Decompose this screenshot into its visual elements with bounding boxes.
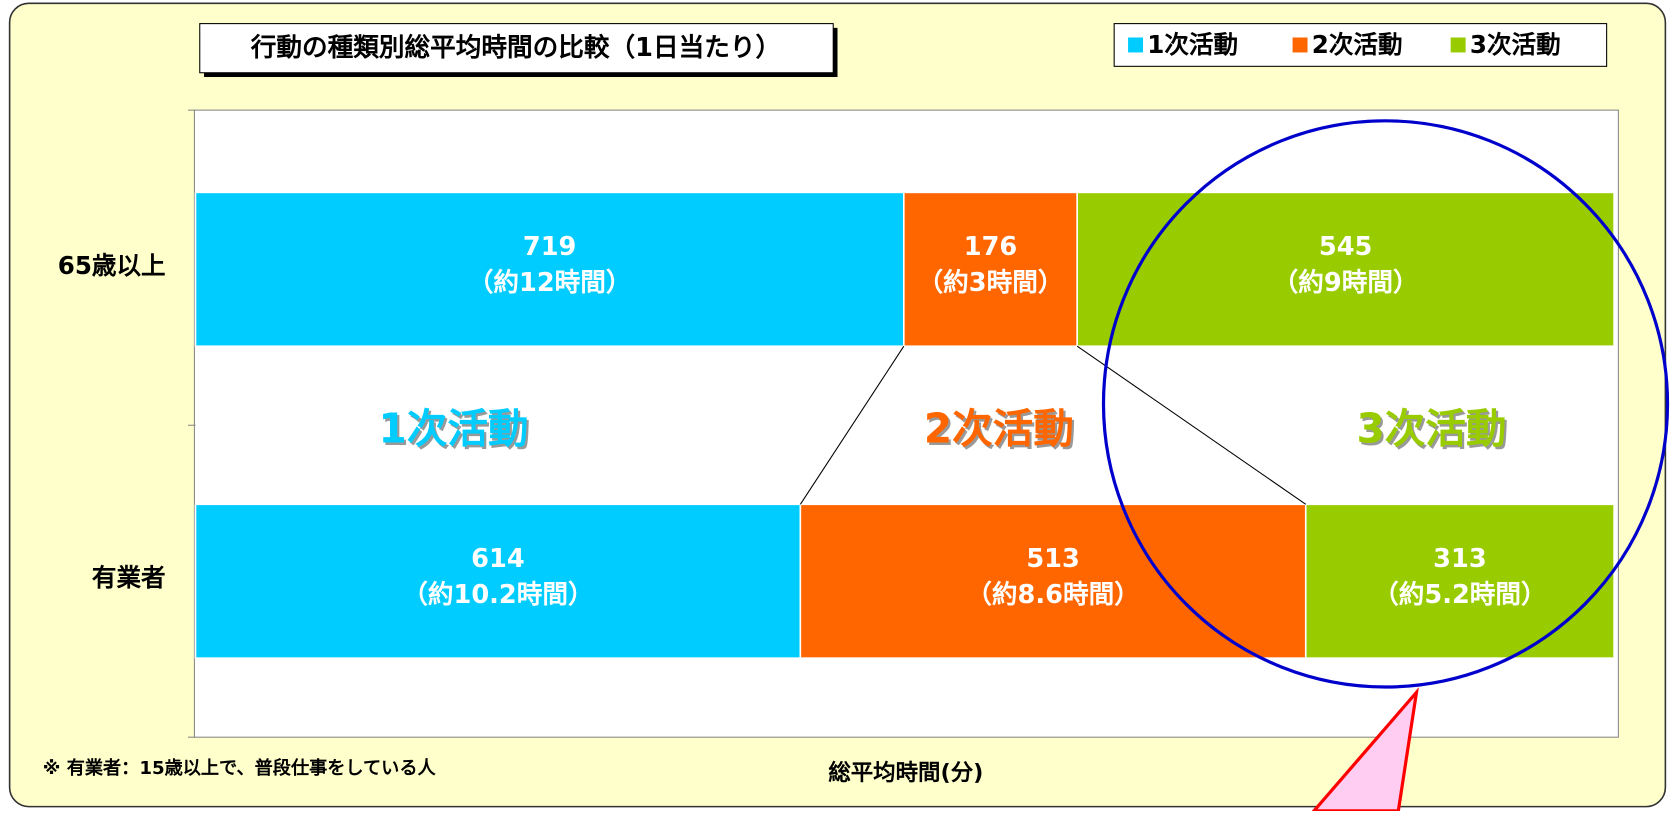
hour-label: （約10.2時間） <box>402 579 593 610</box>
chart-title: 行動の種類別総平均時間の比較（1日当たり） <box>250 32 781 63</box>
series-label: 1次活動 <box>379 405 529 453</box>
series-label: 2次活動 <box>926 407 1076 455</box>
hour-label: （約5.2時間） <box>1373 579 1547 610</box>
legend-box <box>1113 23 1608 67</box>
hour-label: （約9時間） <box>1273 267 1419 298</box>
y-tick-label: 有業者 <box>92 563 166 592</box>
data-label: 313 <box>1433 544 1487 574</box>
bar-segment <box>1304 503 1615 659</box>
data-label: 513 <box>1026 544 1080 574</box>
bar-segment <box>903 191 1079 348</box>
series-label: 3次活動 <box>1356 405 1506 453</box>
x-axis-label: 総平均時間(分) <box>828 759 983 786</box>
data-label: 545 <box>1319 232 1373 262</box>
series-label: 3次活動 <box>1359 407 1509 455</box>
title-box <box>199 23 834 74</box>
connector <box>799 345 905 505</box>
legend-swatch <box>1450 37 1466 53</box>
data-label: 719 <box>523 232 577 262</box>
series-label: 1次活動 <box>381 407 531 455</box>
series-label: 2次活動 <box>924 405 1074 453</box>
note: ※ 有業者：15歳以上で、普段仕事をしている人 <box>43 757 437 779</box>
y-tick-label: 65歳以上 <box>58 251 166 280</box>
hour-label: （約12時間） <box>468 267 632 298</box>
legend-label: 1次活動 <box>1147 30 1238 59</box>
legend-swatch <box>1128 37 1144 53</box>
legend-swatch <box>1292 37 1308 53</box>
highlight-ellipse <box>1101 119 1670 689</box>
bar-segment <box>1076 191 1615 348</box>
connector <box>1076 345 1307 505</box>
hour-label: （約8.6時間） <box>966 579 1140 610</box>
data-label: 176 <box>964 232 1018 262</box>
hour-label: （約3時間） <box>918 267 1064 298</box>
bar-segment <box>194 191 905 348</box>
legend-label: 2次活動 <box>1312 30 1403 59</box>
legend-label: 3次活動 <box>1470 30 1561 59</box>
data-label: 614 <box>471 544 525 574</box>
bar-segment <box>194 503 802 659</box>
